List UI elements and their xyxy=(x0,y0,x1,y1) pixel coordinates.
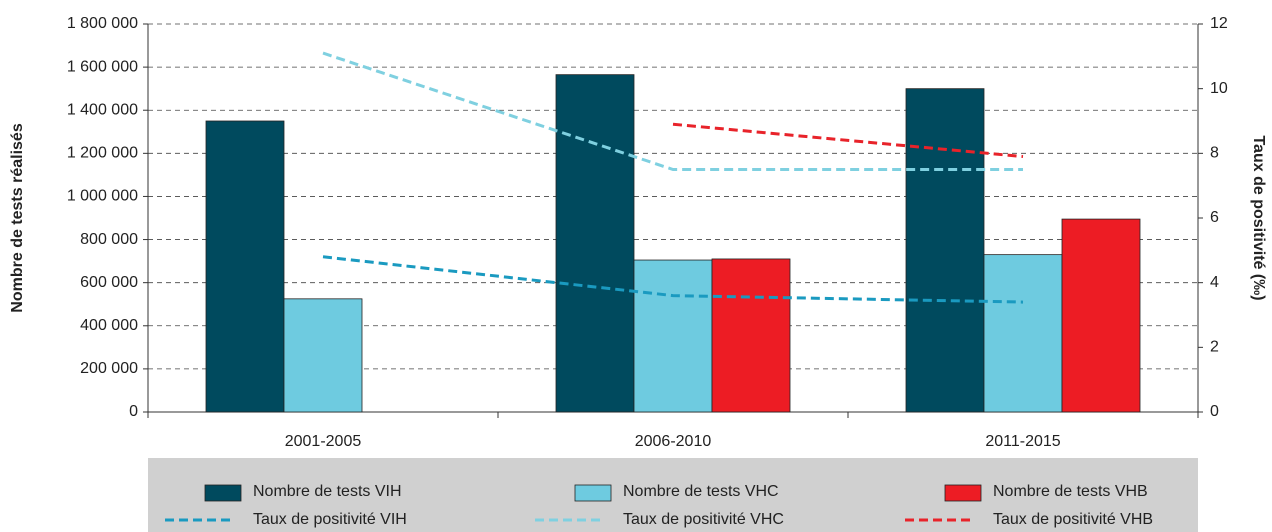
legend-label: Taux de positivité VIH xyxy=(253,511,407,528)
bar xyxy=(205,120,285,413)
line xyxy=(322,51,1023,171)
legend-label: Nombre de tests VHC xyxy=(623,483,779,500)
y2-tick-label: 12 xyxy=(1210,15,1228,32)
y-tick-label: 1 000 000 xyxy=(67,188,138,205)
y-axis-title: Nombre de tests réalisés xyxy=(9,123,26,313)
y-tick-label: 600 000 xyxy=(80,274,138,291)
legend-background xyxy=(148,458,1198,532)
y-tick-label: 200 000 xyxy=(80,360,138,377)
y2-tick-label: 2 xyxy=(1210,339,1219,356)
y-tick-label: 400 000 xyxy=(80,317,138,334)
y-tick-label: 1 200 000 xyxy=(67,145,138,162)
y-tick-label: 1 800 000 xyxy=(67,15,138,32)
y2-tick-label: 0 xyxy=(1210,403,1219,420)
y2-tick-label: 10 xyxy=(1210,80,1228,97)
x-tick-label: 2001-2005 xyxy=(285,433,362,450)
y-tick-label: 800 000 xyxy=(80,231,138,248)
bar xyxy=(905,88,985,413)
bar xyxy=(283,298,363,413)
legend-label: Nombre de tests VIH xyxy=(253,483,402,500)
legend-swatch xyxy=(944,484,982,502)
legend-label: Nombre de tests VHB xyxy=(993,483,1148,500)
y2-axis-title: Taux de positivité (‰) xyxy=(1250,135,1267,300)
bar xyxy=(633,259,713,413)
legend-label: Taux de positivité VHB xyxy=(993,511,1153,528)
legend-swatch xyxy=(574,484,612,502)
y2-tick-label: 6 xyxy=(1210,209,1219,226)
bar xyxy=(711,258,791,413)
y-tick-label: 1 400 000 xyxy=(67,101,138,118)
legend-swatch xyxy=(204,484,242,502)
y-tick-label: 1 600 000 xyxy=(67,58,138,75)
y-tick-label: 0 xyxy=(129,403,138,420)
legend-label: Taux de positivité VHC xyxy=(623,511,784,528)
y2-tick-label: 8 xyxy=(1210,145,1219,162)
y2-tick-label: 4 xyxy=(1210,274,1219,291)
x-tick-label: 2011-2015 xyxy=(985,433,1060,450)
bar xyxy=(1061,218,1141,413)
bar xyxy=(555,74,635,413)
x-tick-label: 2006-2010 xyxy=(635,433,712,450)
line xyxy=(322,255,1024,304)
line xyxy=(672,122,1024,159)
bar xyxy=(983,254,1063,413)
